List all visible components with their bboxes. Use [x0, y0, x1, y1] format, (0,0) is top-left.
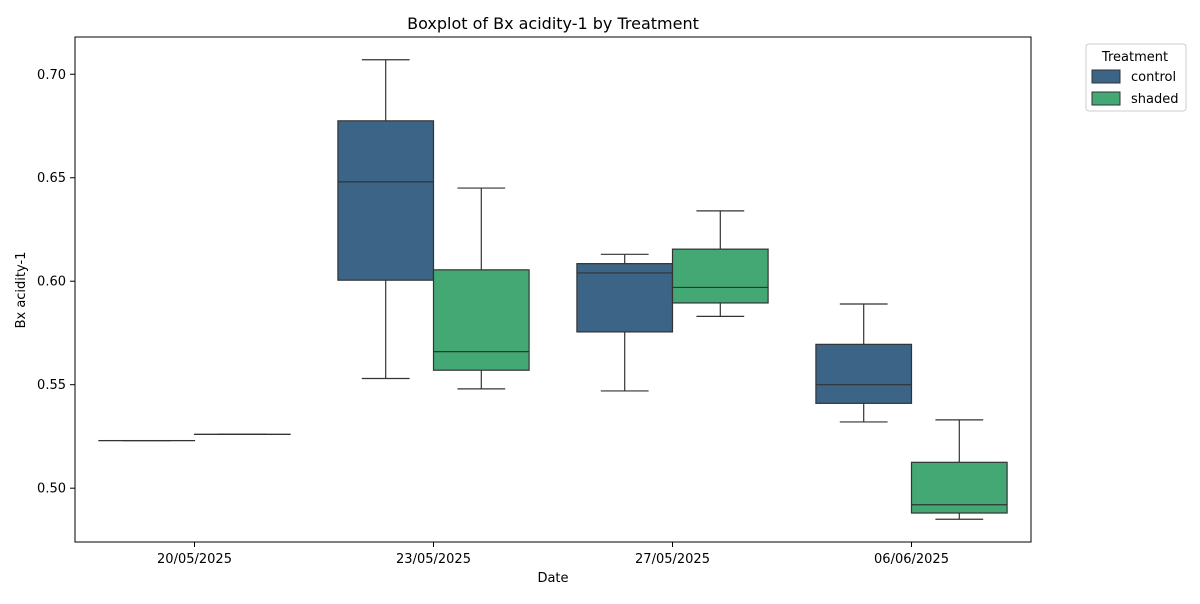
plot-area: 0.50 0.55 0.60 0.65 0.70 20/05/2025 23/05/2025… [37, 37, 1031, 567]
box-body [338, 121, 434, 280]
y-tick-label: 0.70 [37, 68, 66, 83]
axes-frame [75, 37, 1031, 542]
box-shaded [912, 420, 1008, 519]
legend: Treatment control shaded [1086, 44, 1186, 111]
legend-label-control: control [1131, 70, 1176, 85]
y-tick-label: 0.55 [37, 378, 66, 393]
box-body [673, 249, 769, 303]
x-tick-label: 20/05/2025 [157, 552, 232, 567]
y-tick-label: 0.50 [37, 482, 66, 497]
box-control [816, 304, 912, 422]
box-shaded [434, 188, 530, 389]
x-tick-label: 23/05/2025 [396, 552, 471, 567]
legend-label-shaded: shaded [1131, 92, 1178, 107]
box-body [577, 264, 673, 332]
x-tick-label: 06/06/2025 [874, 552, 949, 567]
box-control [338, 60, 434, 379]
y-axis-label: Bx acidity-1 [14, 252, 29, 329]
x-tick-label: 27/05/2025 [635, 552, 710, 567]
box-control [577, 254, 673, 391]
legend-title: Treatment [1101, 50, 1168, 65]
box-shaded [673, 211, 769, 317]
legend-swatch-shaded [1092, 92, 1120, 105]
y-tick-label: 0.65 [37, 171, 66, 186]
box-body [912, 462, 1008, 513]
chart-title: Boxplot of Bx acidity-1 by Treatment [407, 14, 699, 33]
y-tick-label: 0.60 [37, 275, 66, 290]
box-body [434, 270, 530, 370]
legend-swatch-control [1092, 70, 1120, 83]
x-axis-label: Date [537, 571, 568, 586]
box-body [816, 344, 912, 403]
